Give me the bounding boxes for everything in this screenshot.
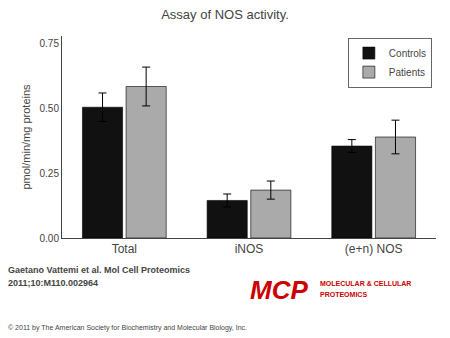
- svg-text:0.75: 0.75: [40, 38, 60, 49]
- svg-text:© 2011 by The American Society: © 2011 by The American Society for Bioch…: [8, 324, 247, 332]
- svg-text:Patients: Patients: [389, 67, 425, 78]
- svg-text:2011;10:M110.002964: 2011;10:M110.002964: [8, 278, 98, 288]
- svg-text:0.25: 0.25: [40, 168, 60, 179]
- svg-text:Gaetano Vattemi et al. Mol Cel: Gaetano Vattemi et al. Mol Cell Proteomi…: [8, 265, 190, 275]
- svg-text:MOLECULAR & CELLULAR: MOLECULAR & CELLULAR: [320, 280, 411, 287]
- svg-text:(e+n) NOS: (e+n) NOS: [345, 242, 403, 256]
- svg-text:MCP: MCP: [250, 275, 308, 305]
- svg-text:Assay of NOS activity.: Assay of NOS activity.: [161, 7, 289, 22]
- svg-text:PROTEOMICS: PROTEOMICS: [320, 291, 367, 298]
- svg-text:Controls: Controls: [389, 48, 426, 59]
- svg-text:0.00: 0.00: [40, 233, 60, 244]
- svg-text:iNOS: iNOS: [235, 242, 264, 256]
- svg-text:pmol/min/mg proteins: pmol/min/mg proteins: [20, 84, 32, 190]
- svg-text:Total: Total: [112, 242, 137, 256]
- svg-text:0.50: 0.50: [40, 103, 60, 114]
